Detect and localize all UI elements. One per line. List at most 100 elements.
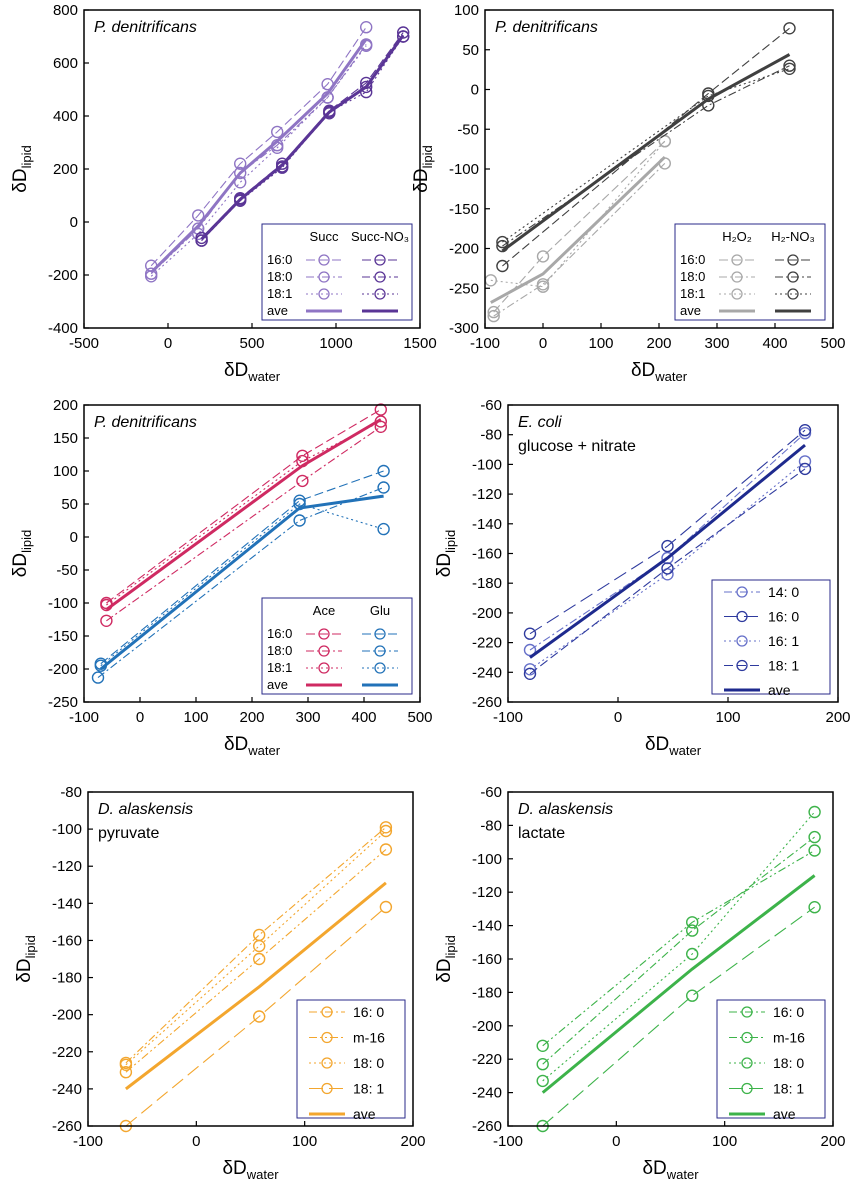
x-tick-label: 0 — [612, 1133, 620, 1150]
y-tick-label: -120 — [472, 884, 502, 901]
legend-swatch — [362, 288, 398, 300]
data-point — [293, 494, 306, 507]
panel-title: P. denitrificans — [495, 19, 598, 36]
legend-swatch — [719, 271, 755, 283]
legend-label: 16: 0 — [768, 609, 799, 625]
legend-box — [261, 223, 413, 321]
panel-p4: -100 0 100 200 -260 -240 -220 -200 -180 -160 -140 -… — [434, 397, 851, 758]
y-tick-label: -60 — [480, 397, 502, 414]
series-line-16-0 — [529, 429, 806, 635]
series-group — [523, 424, 812, 680]
y-tick-label: -250 — [48, 694, 78, 711]
series-group — [119, 821, 393, 1133]
legend-swatch — [309, 1082, 345, 1095]
panel-title: E. coli — [518, 414, 562, 431]
data-point — [686, 924, 699, 937]
data-point — [798, 455, 812, 468]
legend-header: H₂O₂ — [722, 229, 752, 244]
legend-label: ave — [353, 1106, 376, 1122]
y-tick-label: -120 — [472, 486, 502, 503]
x-tick-label: 0 — [164, 335, 172, 352]
series-group — [536, 805, 821, 1133]
data-point — [536, 1057, 549, 1071]
x-tick-label: -100 — [69, 709, 99, 726]
legend-swatch — [362, 662, 398, 674]
plot-frame — [484, 9, 834, 329]
x-tick-label: -100 — [73, 1133, 103, 1150]
legend-swatch — [306, 288, 342, 300]
panel-subtitle: lactate — [518, 825, 565, 842]
legend-swatch — [729, 1006, 765, 1018]
series-line-ave-ace — [105, 418, 382, 611]
legend-swatch — [362, 254, 398, 266]
data-point — [808, 830, 821, 844]
y-tick-label: -80 — [480, 427, 502, 444]
y-axis-label: δDlipid — [411, 145, 435, 192]
series-line-18-0-succ — [150, 44, 367, 275]
x-tick-label: -100 — [493, 709, 523, 726]
x-tick-label: 400 — [762, 335, 787, 352]
legend-swatch — [729, 1057, 765, 1069]
y-tick-label: -220 — [472, 1051, 502, 1068]
series-line-ave-h2o2 — [490, 156, 666, 304]
y-tick-label: -300 — [449, 320, 479, 337]
series-line-18-1-glu — [100, 503, 384, 667]
legend-header: Glu — [370, 603, 390, 618]
data-point — [233, 166, 247, 180]
y-tick-label: -260 — [472, 694, 502, 711]
data-point — [119, 1065, 133, 1079]
data-point — [379, 900, 393, 914]
series-line-16-0-h2o2 — [493, 140, 666, 313]
data-point — [397, 30, 410, 43]
data-point — [397, 26, 410, 39]
series-line-18-1 — [529, 468, 806, 675]
y-tick-label: -160 — [52, 932, 82, 949]
series-line-16-0 — [542, 836, 815, 1065]
data-point — [496, 259, 509, 273]
x-tick-label: 200 — [646, 335, 671, 352]
x-axis-label: δDwater — [645, 734, 702, 758]
legend-header: Succ — [310, 229, 339, 244]
y-tick-label: -80 — [60, 784, 82, 801]
legend-swatch — [362, 628, 398, 640]
legend-label: m-16 — [353, 1030, 385, 1046]
legend-header: Succ-NO₃ — [351, 229, 409, 244]
data-point — [379, 824, 393, 838]
data-point — [271, 125, 284, 139]
legend-swatch — [306, 271, 342, 283]
data-point — [360, 80, 373, 94]
legend-box — [716, 999, 826, 1119]
legend-swatch — [306, 628, 342, 640]
plot-frame — [87, 791, 414, 1127]
y-tick-label: -240 — [472, 664, 502, 681]
y-tick-label: -200 — [472, 1018, 502, 1035]
y-tick-label: -200 — [48, 661, 78, 678]
legend-swatch — [306, 645, 342, 657]
data-point — [783, 22, 796, 35]
legend-swatch — [724, 659, 760, 672]
data-point — [661, 539, 674, 553]
x-tick-label: -500 — [69, 335, 99, 352]
legend: 14: 0 16: 0 16: 1 18: 1 ave — [711, 579, 831, 698]
plot-frame — [83, 404, 421, 703]
series-line-ave — [124, 881, 387, 1091]
legend-label: 18: 1 — [768, 658, 799, 674]
y-tick-label: 200 — [53, 397, 78, 414]
x-tick-label: 0 — [136, 709, 144, 726]
legend-swatch — [306, 662, 342, 674]
legend-swatch — [362, 645, 398, 657]
y-tick-label: -180 — [52, 970, 82, 987]
data-point — [233, 157, 247, 170]
y-tick-label: -240 — [472, 1085, 502, 1102]
data-point — [536, 1074, 549, 1088]
y-tick-label: -200 — [48, 267, 78, 284]
y-tick-label: -100 — [48, 595, 78, 612]
series-group — [144, 21, 410, 283]
data-point — [783, 59, 796, 72]
series-line-18-1 — [542, 906, 815, 1127]
legend-swatch — [724, 586, 760, 598]
x-axis-label: δDwater — [222, 1158, 279, 1182]
y-tick-label: -140 — [472, 516, 502, 533]
x-tick-label: 100 — [588, 335, 613, 352]
legend-swatch — [309, 1031, 345, 1044]
